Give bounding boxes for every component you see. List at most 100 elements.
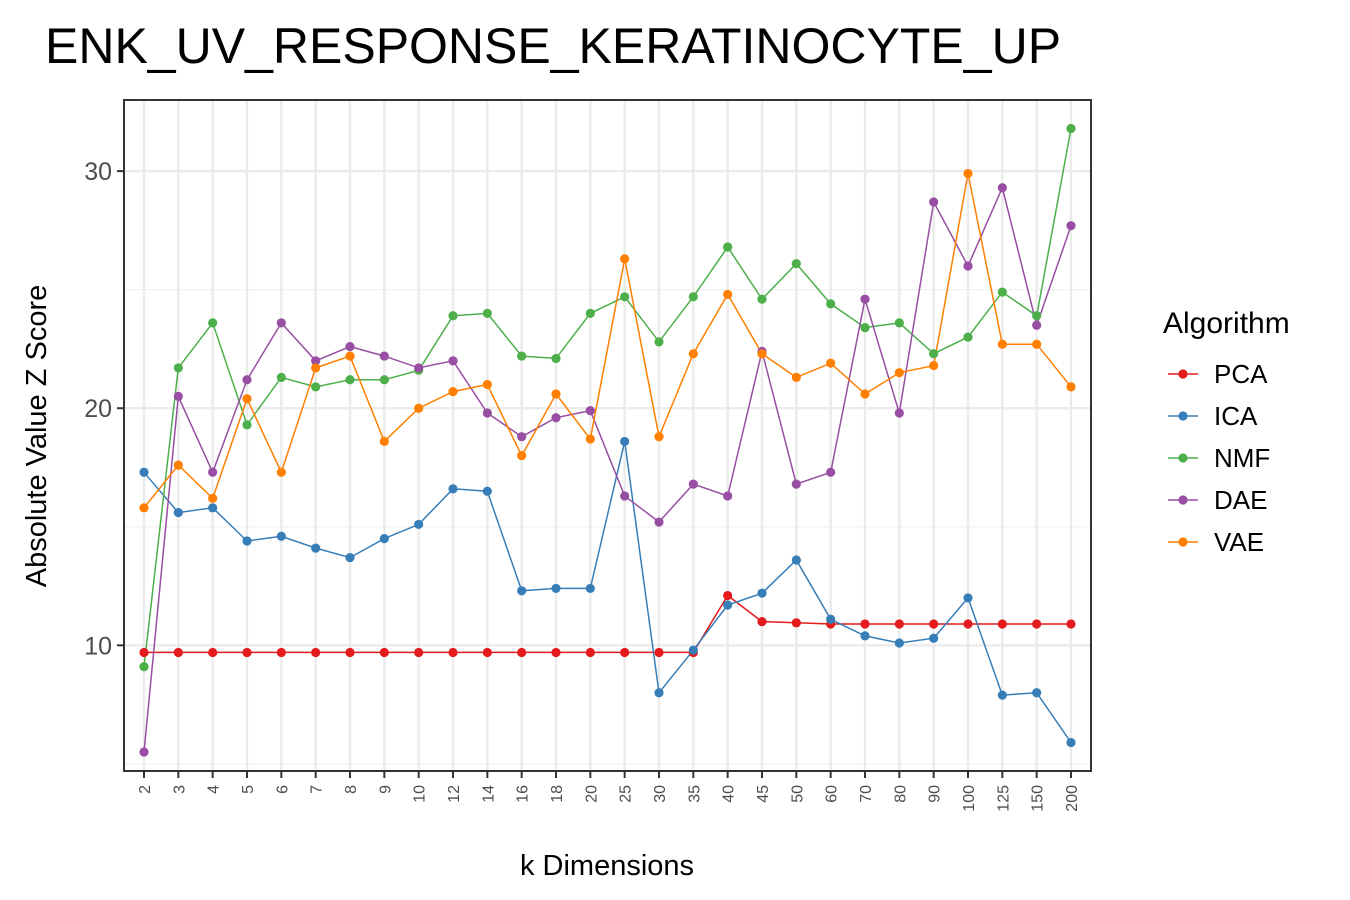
point-ica — [345, 553, 355, 563]
x-tick-label: 60 — [824, 785, 841, 803]
point-vae — [311, 363, 321, 373]
x-tick-label: 35 — [686, 785, 703, 803]
x-tick-label: 200 — [1064, 785, 1081, 812]
point-nmf — [757, 294, 767, 304]
x-tick-label: 7 — [309, 785, 326, 794]
legend-item-nmf: NMF — [1168, 443, 1270, 473]
point-ica — [860, 631, 870, 641]
legend: Algorithm PCA ICA NMF DAE VAE — [1163, 307, 1290, 557]
x-tick-label: 50 — [789, 785, 806, 803]
legend-label: DAE — [1214, 485, 1267, 515]
point-ica — [173, 507, 183, 518]
point-vae — [585, 434, 595, 444]
point-vae — [826, 358, 836, 368]
point-pca — [963, 619, 973, 629]
point-ica — [791, 555, 801, 565]
point-ica — [551, 583, 561, 594]
point-pca — [929, 619, 939, 629]
point-pca — [345, 647, 355, 658]
point-nmf — [551, 353, 561, 364]
x-axis: 2 3 4 5 6 7 8 9 10 12 14 16 18 20 25 30 35 40 45 50 60 70 80 90… — [137, 771, 1081, 812]
point-nmf — [929, 349, 939, 359]
point-pca — [311, 647, 321, 658]
point-ica — [517, 586, 527, 596]
point-dae — [688, 479, 698, 489]
point-vae — [894, 368, 904, 378]
point-ica — [654, 688, 664, 698]
point-pca — [585, 647, 595, 658]
point-ica — [826, 614, 836, 624]
point-dae — [414, 363, 424, 373]
point-ica — [139, 467, 149, 477]
point-dae — [997, 183, 1007, 193]
x-tick-label: 80 — [892, 785, 909, 803]
point-vae — [448, 387, 458, 397]
point-pca — [894, 619, 904, 629]
point-nmf — [448, 311, 458, 321]
point-nmf — [1066, 123, 1076, 134]
point-nmf — [963, 332, 973, 342]
point-vae — [654, 432, 664, 442]
point-dae — [723, 491, 733, 501]
legend-label: NMF — [1214, 443, 1270, 473]
x-tick-label: 125 — [995, 785, 1012, 812]
legend-label: PCA — [1214, 359, 1268, 389]
point-pca — [276, 647, 286, 658]
point-dae — [379, 351, 389, 361]
point-vae — [1032, 339, 1042, 349]
x-tick-label: 40 — [721, 785, 738, 803]
x-tick-label: 14 — [480, 785, 497, 803]
series-line-dae — [143, 185, 1072, 753]
point-dae — [482, 408, 492, 418]
point-ica — [963, 593, 973, 603]
point-ica — [894, 638, 904, 648]
y-axis-title: Absolute Value Z Score — [21, 285, 53, 588]
point-ica — [414, 519, 424, 530]
x-tick-label: 30 — [652, 785, 669, 803]
point-pca — [379, 647, 389, 658]
point-dae — [311, 356, 321, 366]
point-vae — [1066, 382, 1076, 392]
legend-title: Algorithm — [1163, 307, 1290, 340]
point-pca — [620, 647, 630, 658]
point-vae — [551, 389, 561, 399]
point-ica — [379, 534, 389, 544]
series-line-pca — [144, 594, 1071, 654]
point-pca — [791, 618, 801, 628]
x-tick-label: 25 — [618, 785, 635, 803]
point-ica — [757, 588, 767, 598]
point-vae — [517, 451, 527, 461]
point-nmf — [620, 292, 630, 302]
point-nmf — [345, 375, 355, 385]
series-line-ica — [143, 441, 1072, 743]
point-nmf — [517, 351, 527, 361]
y-tick-label: 20 — [84, 395, 112, 423]
point-ica — [276, 531, 286, 541]
legend-item-ica: ICA — [1168, 401, 1258, 431]
point-pca — [448, 647, 458, 658]
point-pca — [139, 647, 149, 658]
point-pca — [860, 619, 870, 629]
series-points — [139, 123, 1076, 757]
x-tick-label: 45 — [755, 785, 772, 803]
legend-item-pca: PCA — [1168, 359, 1268, 389]
point-dae — [791, 479, 801, 489]
point-ica — [723, 600, 733, 610]
point-dae — [585, 406, 595, 416]
point-pca — [723, 590, 733, 601]
point-nmf — [311, 382, 321, 392]
point-pca — [997, 619, 1007, 629]
point-ica — [997, 690, 1007, 700]
point-nmf — [688, 292, 698, 302]
point-ica — [620, 436, 630, 447]
point-nmf — [654, 337, 664, 347]
point-vae — [860, 389, 870, 399]
x-tick-label: 5 — [240, 785, 257, 794]
x-tick-label: 6 — [274, 785, 291, 794]
point-pca — [1032, 619, 1042, 629]
legend-label: ICA — [1214, 401, 1258, 431]
y-tick-label: 30 — [84, 158, 112, 186]
chart-title: ENK_UV_RESPONSE_KERATINOCYTE_UP — [45, 18, 1061, 74]
point-dae — [276, 318, 286, 328]
point-nmf — [860, 323, 870, 333]
